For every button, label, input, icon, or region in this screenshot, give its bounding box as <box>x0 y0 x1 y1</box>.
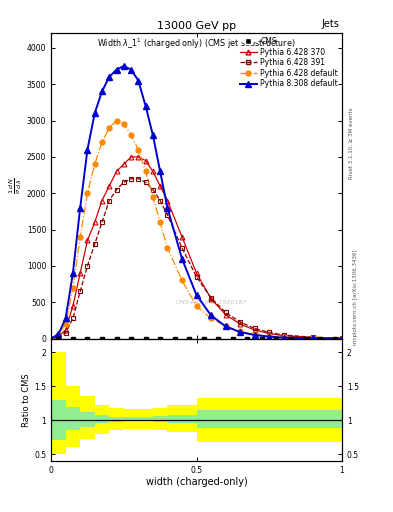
Y-axis label: $\frac{1}{\sigma}\frac{d\,N}{d\,\lambda}$: $\frac{1}{\sigma}\frac{d\,N}{d\,\lambda}… <box>7 178 24 195</box>
Y-axis label: Ratio to CMS: Ratio to CMS <box>22 373 31 426</box>
Text: Jets: Jets <box>321 19 339 29</box>
Text: Rivet 3.1.10, ≥ 3M events: Rivet 3.1.10, ≥ 3M events <box>349 108 354 179</box>
Title: 13000 GeV pp: 13000 GeV pp <box>157 21 236 31</box>
X-axis label: width (charged-only): width (charged-only) <box>146 477 247 487</box>
Text: mcplots.cern.ch [arXiv:1306.3436]: mcplots.cern.ch [arXiv:1306.3436] <box>353 249 358 345</box>
Text: Width $\lambda\_1^1$ (charged only) (CMS jet substructure): Width $\lambda\_1^1$ (charged only) (CMS… <box>97 36 296 51</box>
Legend: CMS, Pythia 6.428 370, Pythia 6.428 391, Pythia 6.428 default, Pythia 8.308 defa: CMS, Pythia 6.428 370, Pythia 6.428 391,… <box>240 37 338 88</box>
Text: CMS-PAS-JME-1920187: CMS-PAS-JME-1920187 <box>175 300 247 305</box>
